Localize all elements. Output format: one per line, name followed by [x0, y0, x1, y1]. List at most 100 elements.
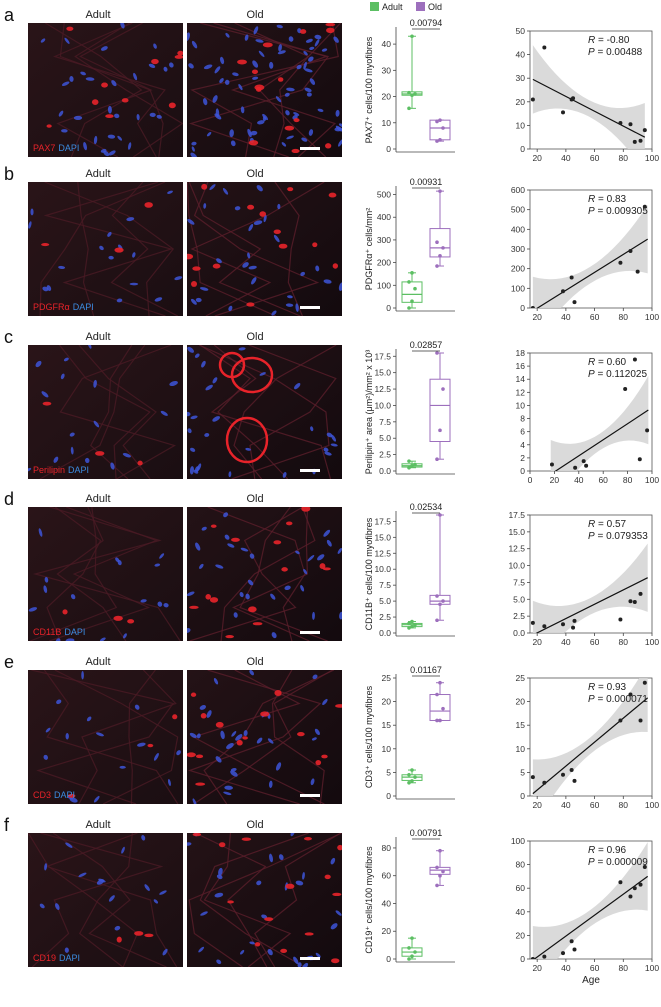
nucleus [249, 670, 254, 676]
box-adult [401, 768, 423, 785]
nucleus [40, 38, 46, 43]
nucleus [30, 208, 34, 216]
nucleus [153, 752, 159, 761]
nucleus [28, 607, 38, 612]
nucleus [300, 271, 306, 277]
y-tick-label: 500 [377, 190, 391, 200]
box-point [435, 865, 439, 870]
nucleus [330, 443, 338, 447]
scatter-point [569, 768, 574, 773]
y-tick-label: 20 [516, 97, 526, 107]
nucleus [216, 874, 223, 880]
plot-area [530, 678, 649, 796]
nucleus [187, 346, 194, 353]
nucleus [81, 670, 84, 680]
scatter-point [549, 462, 554, 467]
stat-p-value: = 0.009305 [595, 206, 649, 217]
stain-label: CD3 DAPI [33, 790, 75, 800]
nucleus [190, 415, 198, 420]
y-tick-label: 12 [516, 387, 526, 397]
nucleus [273, 234, 280, 243]
fibre-boundary [199, 833, 309, 967]
fibre-boundary [232, 507, 310, 641]
fibre-boundary [187, 182, 277, 316]
nucleus [148, 63, 156, 69]
marker-signal [192, 833, 202, 837]
stain-marker: PDGFRα [33, 302, 70, 312]
y-axis-label: PAX7⁺ cells/100 myofibres [364, 36, 374, 143]
marker-signal [91, 99, 99, 106]
fibre-boundary [44, 833, 178, 967]
marker-signal [324, 874, 331, 880]
nucleus [69, 76, 74, 82]
nucleus [247, 579, 254, 586]
y-tick-label: 10.0 [374, 564, 391, 574]
box-point [441, 869, 445, 874]
fibre-boundary [188, 833, 342, 967]
regression-line [533, 875, 649, 959]
nucleus [191, 141, 197, 146]
x-tick-label: 40 [561, 963, 571, 973]
box-point [407, 957, 411, 961]
nucleus [140, 599, 147, 603]
nucleus [251, 277, 257, 285]
fibre-boundary [203, 670, 335, 804]
scale-bar [300, 957, 320, 960]
nucleus [108, 895, 115, 902]
nucleus [302, 871, 305, 880]
nucleus [230, 767, 237, 772]
nucleus [271, 632, 277, 639]
nucleus [215, 756, 222, 763]
nucleus [277, 203, 281, 210]
marker-signal [252, 622, 263, 626]
y-tick-label: 30 [382, 65, 392, 75]
nucleus [267, 949, 273, 956]
nucleus [190, 447, 196, 453]
stat-p: P = 0.000071 [588, 694, 648, 705]
scatter-point [530, 97, 535, 102]
x-tick-label: 80 [619, 312, 629, 322]
marker-signal [225, 635, 234, 639]
marker-signal [312, 242, 318, 248]
nucleus [250, 130, 258, 136]
fibre-boundary [89, 345, 133, 479]
y-tick-label: 5.0 [379, 433, 391, 443]
nucleus [249, 553, 255, 559]
fibre-boundary [248, 345, 337, 479]
y-tick-label: 2.5 [513, 611, 525, 621]
marker-signal [255, 86, 262, 92]
y-tick-label: 15.0 [374, 532, 391, 542]
box-point [438, 513, 442, 517]
y-tick-label: 5 [520, 767, 525, 777]
x-tick-label: 0 [528, 475, 533, 485]
box-iqr [429, 228, 451, 258]
marker-signal [174, 55, 183, 59]
marker-signal [66, 26, 74, 31]
marker-signal [192, 266, 201, 271]
scatter-plot: 0 5 10 15 20 25 20 40 60 80 100 R = 0.93P = 0.00007… [516, 673, 660, 810]
y-tick-label: 2.5 [379, 612, 391, 622]
nucleus [96, 732, 104, 737]
nucleus [214, 113, 222, 120]
nucleus [83, 141, 88, 151]
nucleus [275, 96, 282, 103]
nucleus [39, 903, 45, 909]
x-tick-label: 40 [574, 475, 584, 485]
nucleus [307, 554, 315, 562]
stain-marker: CD11B [33, 627, 61, 637]
x-tick-label: 40 [561, 800, 571, 810]
x-tick-label: 80 [619, 637, 629, 647]
nucleus [253, 220, 263, 225]
nucleus [219, 56, 225, 65]
scatter-point [561, 772, 566, 777]
nucleus [86, 716, 92, 722]
marker-signal [113, 615, 123, 621]
stat-p-symbol: P [588, 206, 595, 217]
nucleus [200, 911, 208, 916]
box-point [441, 246, 445, 250]
nucleus [107, 105, 112, 114]
box-point [438, 873, 442, 878]
y-tick-label: 14 [516, 374, 526, 384]
y-tick-label: 10 [382, 744, 392, 754]
